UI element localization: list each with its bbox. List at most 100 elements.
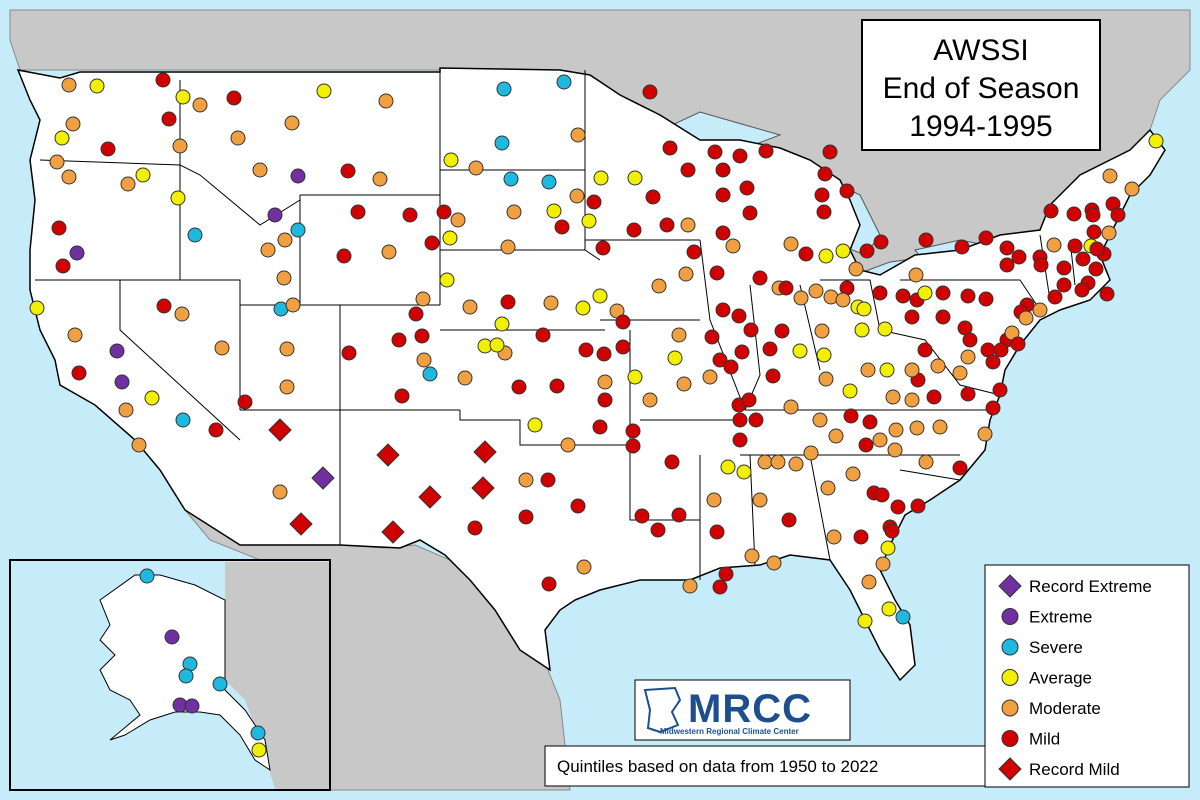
station-marker	[659, 217, 675, 233]
station-marker	[570, 498, 586, 514]
station-marker	[290, 168, 306, 184]
legend-label-record-extreme: Record Extreme	[1029, 577, 1152, 596]
station-marker	[144, 390, 160, 406]
station-marker	[765, 368, 781, 384]
station-marker	[120, 176, 136, 192]
station-marker	[816, 204, 832, 220]
station-marker	[251, 742, 267, 758]
station-marker	[857, 613, 873, 629]
station-marker	[664, 454, 680, 470]
station-marker	[712, 579, 728, 595]
station-marker	[372, 171, 388, 187]
station-marker	[1010, 336, 1026, 352]
legend-label-record-mild: Record Mild	[1029, 760, 1120, 779]
station-marker	[1101, 225, 1117, 241]
station-marker	[284, 115, 300, 131]
station-marker	[752, 270, 768, 286]
station-marker	[114, 374, 130, 390]
station-marker	[1018, 310, 1034, 326]
station-marker	[723, 359, 739, 375]
station-marker	[715, 162, 731, 178]
station-marker	[999, 257, 1015, 273]
station-marker	[845, 466, 861, 482]
station-marker	[272, 484, 288, 500]
station-marker	[535, 327, 551, 343]
station-marker	[184, 698, 200, 714]
station-marker	[820, 480, 836, 496]
station-marker	[874, 487, 890, 503]
title-line-2: End of Season	[883, 72, 1080, 105]
station-marker	[1086, 224, 1102, 240]
station-marker	[340, 163, 356, 179]
station-marker	[842, 383, 858, 399]
station-marker	[783, 399, 799, 415]
station-marker	[174, 306, 190, 322]
station-marker	[226, 90, 242, 106]
station-marker	[651, 278, 667, 294]
station-marker	[172, 138, 188, 154]
station-marker	[494, 316, 510, 332]
station-marker	[131, 437, 147, 453]
station-marker	[808, 283, 824, 299]
station-marker	[742, 205, 758, 221]
station-marker	[843, 408, 859, 424]
station-marker	[1089, 241, 1105, 257]
station-marker	[230, 130, 246, 146]
station-marker	[720, 459, 736, 475]
station-marker	[686, 244, 702, 260]
station-marker	[881, 601, 897, 617]
station-marker	[518, 472, 534, 488]
station-marker-record	[268, 418, 292, 442]
station-marker	[862, 414, 878, 430]
station-marker	[597, 374, 613, 390]
station-marker	[439, 272, 455, 288]
station-marker	[414, 328, 430, 344]
station-marker	[1099, 286, 1115, 302]
station-marker	[1032, 302, 1048, 318]
station-marker	[743, 322, 759, 338]
station-marker	[1067, 238, 1083, 254]
station-marker	[908, 267, 924, 283]
station-marker	[214, 340, 230, 356]
station-marker	[917, 285, 933, 301]
station-marker	[627, 170, 643, 186]
station-marker	[615, 339, 631, 355]
note-box: Quintiles based on data from 1950 to 202…	[544, 745, 986, 787]
station-marker	[680, 217, 696, 233]
station-marker	[569, 188, 585, 204]
station-marker	[89, 78, 105, 94]
station-marker	[952, 460, 968, 476]
station-marker	[634, 508, 650, 524]
station-marker	[671, 507, 687, 523]
legend-symbol-record-extreme	[998, 574, 1022, 598]
station-marker	[977, 426, 993, 442]
station-marker	[1066, 206, 1082, 222]
station-marker	[848, 261, 864, 277]
station-marker	[592, 288, 608, 304]
station-marker	[415, 291, 431, 307]
station-marker	[954, 239, 970, 255]
station-marker-record	[471, 476, 495, 500]
station-marker	[1110, 207, 1126, 223]
station-marker	[736, 464, 752, 480]
station-marker	[978, 230, 994, 246]
station-marker	[992, 382, 1008, 398]
station-marker	[788, 456, 804, 472]
station-marker	[118, 402, 134, 418]
station-marker	[69, 245, 85, 261]
station-marker	[732, 432, 748, 448]
station-marker	[856, 301, 872, 317]
station-marker	[570, 127, 586, 143]
station-marker	[61, 169, 77, 185]
station-marker	[858, 437, 874, 453]
station-marker	[541, 576, 557, 592]
station-marker	[237, 394, 253, 410]
station-marker	[732, 148, 748, 164]
station-marker	[175, 412, 191, 428]
station-marker	[999, 240, 1015, 256]
station-marker	[135, 167, 151, 183]
station-marker	[642, 392, 658, 408]
station-marker	[879, 362, 895, 378]
station-marker	[625, 423, 641, 439]
station-marker	[715, 302, 731, 318]
